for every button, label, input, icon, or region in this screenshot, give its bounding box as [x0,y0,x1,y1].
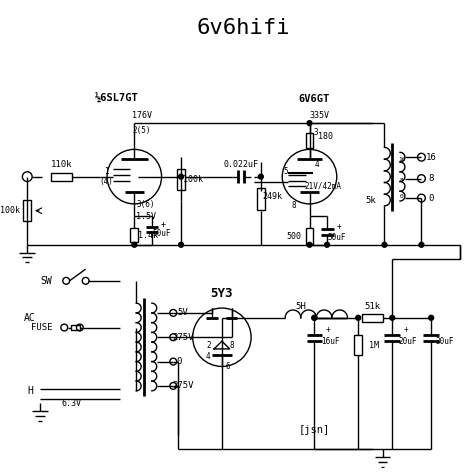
Text: 50uF: 50uF [152,228,171,237]
Text: 1M: 1M [369,340,379,349]
Bar [257,188,265,210]
Text: 5k: 5k [365,197,376,206]
Text: 6V6GT: 6V6GT [299,94,330,104]
Text: 275V: 275V [172,333,194,342]
Bar [177,169,185,190]
Text: [jsn]: [jsn] [299,425,330,435]
Text: 3(6): 3(6) [137,201,155,210]
Text: 176V: 176V [132,111,152,120]
Text: 500: 500 [286,231,301,240]
Text: 16uF: 16uF [321,337,339,346]
Circle shape [307,242,312,247]
Circle shape [356,315,361,320]
Text: 4: 4 [315,160,319,168]
Text: H: H [27,386,33,396]
Text: SW: SW [41,276,53,286]
Text: 5V: 5V [178,309,188,318]
Text: 1.4k: 1.4k [138,230,158,239]
Text: 2(5): 2(5) [133,127,151,136]
Text: 249k: 249k [263,191,283,201]
Circle shape [132,242,137,247]
Text: 16: 16 [398,156,406,162]
Text: ½6SL7GT: ½6SL7GT [95,94,139,104]
Text: 180: 180 [318,132,333,141]
Circle shape [307,121,312,126]
Circle shape [419,242,424,247]
Circle shape [179,174,183,179]
Text: 6: 6 [226,362,230,371]
Text: 5Y3: 5Y3 [210,287,233,300]
Bar [362,314,383,322]
Text: +: + [161,220,166,229]
Text: 8: 8 [400,178,404,183]
Text: 5H: 5H [295,301,306,310]
Circle shape [258,174,263,179]
Text: 0: 0 [400,193,404,199]
Circle shape [312,315,317,320]
Text: 3: 3 [313,128,318,137]
Text: 6v6hifi: 6v6hifi [197,18,290,38]
Text: +: + [403,325,408,334]
Text: 275V: 275V [172,382,194,391]
Circle shape [390,315,395,320]
Text: 100k: 100k [0,206,20,215]
Text: 5: 5 [284,167,289,176]
Bar [23,200,31,221]
Circle shape [312,315,317,320]
Text: AC: AC [24,313,36,323]
Text: 110k: 110k [51,161,72,170]
Text: 1: 1 [104,167,109,176]
Circle shape [429,315,434,320]
Text: 20uF: 20uF [399,337,417,346]
Bar [130,228,138,242]
Text: 6.3V: 6.3V [61,399,81,408]
Bar [71,325,80,330]
Text: 30uF: 30uF [436,337,454,346]
Text: 0: 0 [428,193,434,202]
Text: (4): (4) [99,177,113,186]
Circle shape [325,242,329,247]
Text: 8: 8 [229,340,234,349]
Text: FUSE: FUSE [31,323,53,332]
Text: 21V/42mA: 21V/42mA [305,182,342,191]
Bar [354,335,362,355]
Text: 2: 2 [206,340,210,349]
Text: 335V: 335V [309,111,329,120]
Bar [306,133,313,148]
Circle shape [382,242,387,247]
Text: 0.022uF: 0.022uF [224,160,259,168]
Text: 8: 8 [292,201,296,210]
Text: 1.5V: 1.5V [136,212,156,221]
Bar [51,173,72,181]
Text: +: + [326,325,330,334]
Text: 0: 0 [176,357,182,366]
Bar [306,228,313,244]
Text: 51k: 51k [365,301,381,310]
Text: 100k: 100k [182,175,203,184]
Text: 50uF: 50uF [328,233,346,241]
Text: 4: 4 [206,352,210,361]
Text: +: + [337,222,341,231]
Text: 16: 16 [426,153,437,162]
Circle shape [179,242,183,247]
Text: 8: 8 [428,174,434,183]
